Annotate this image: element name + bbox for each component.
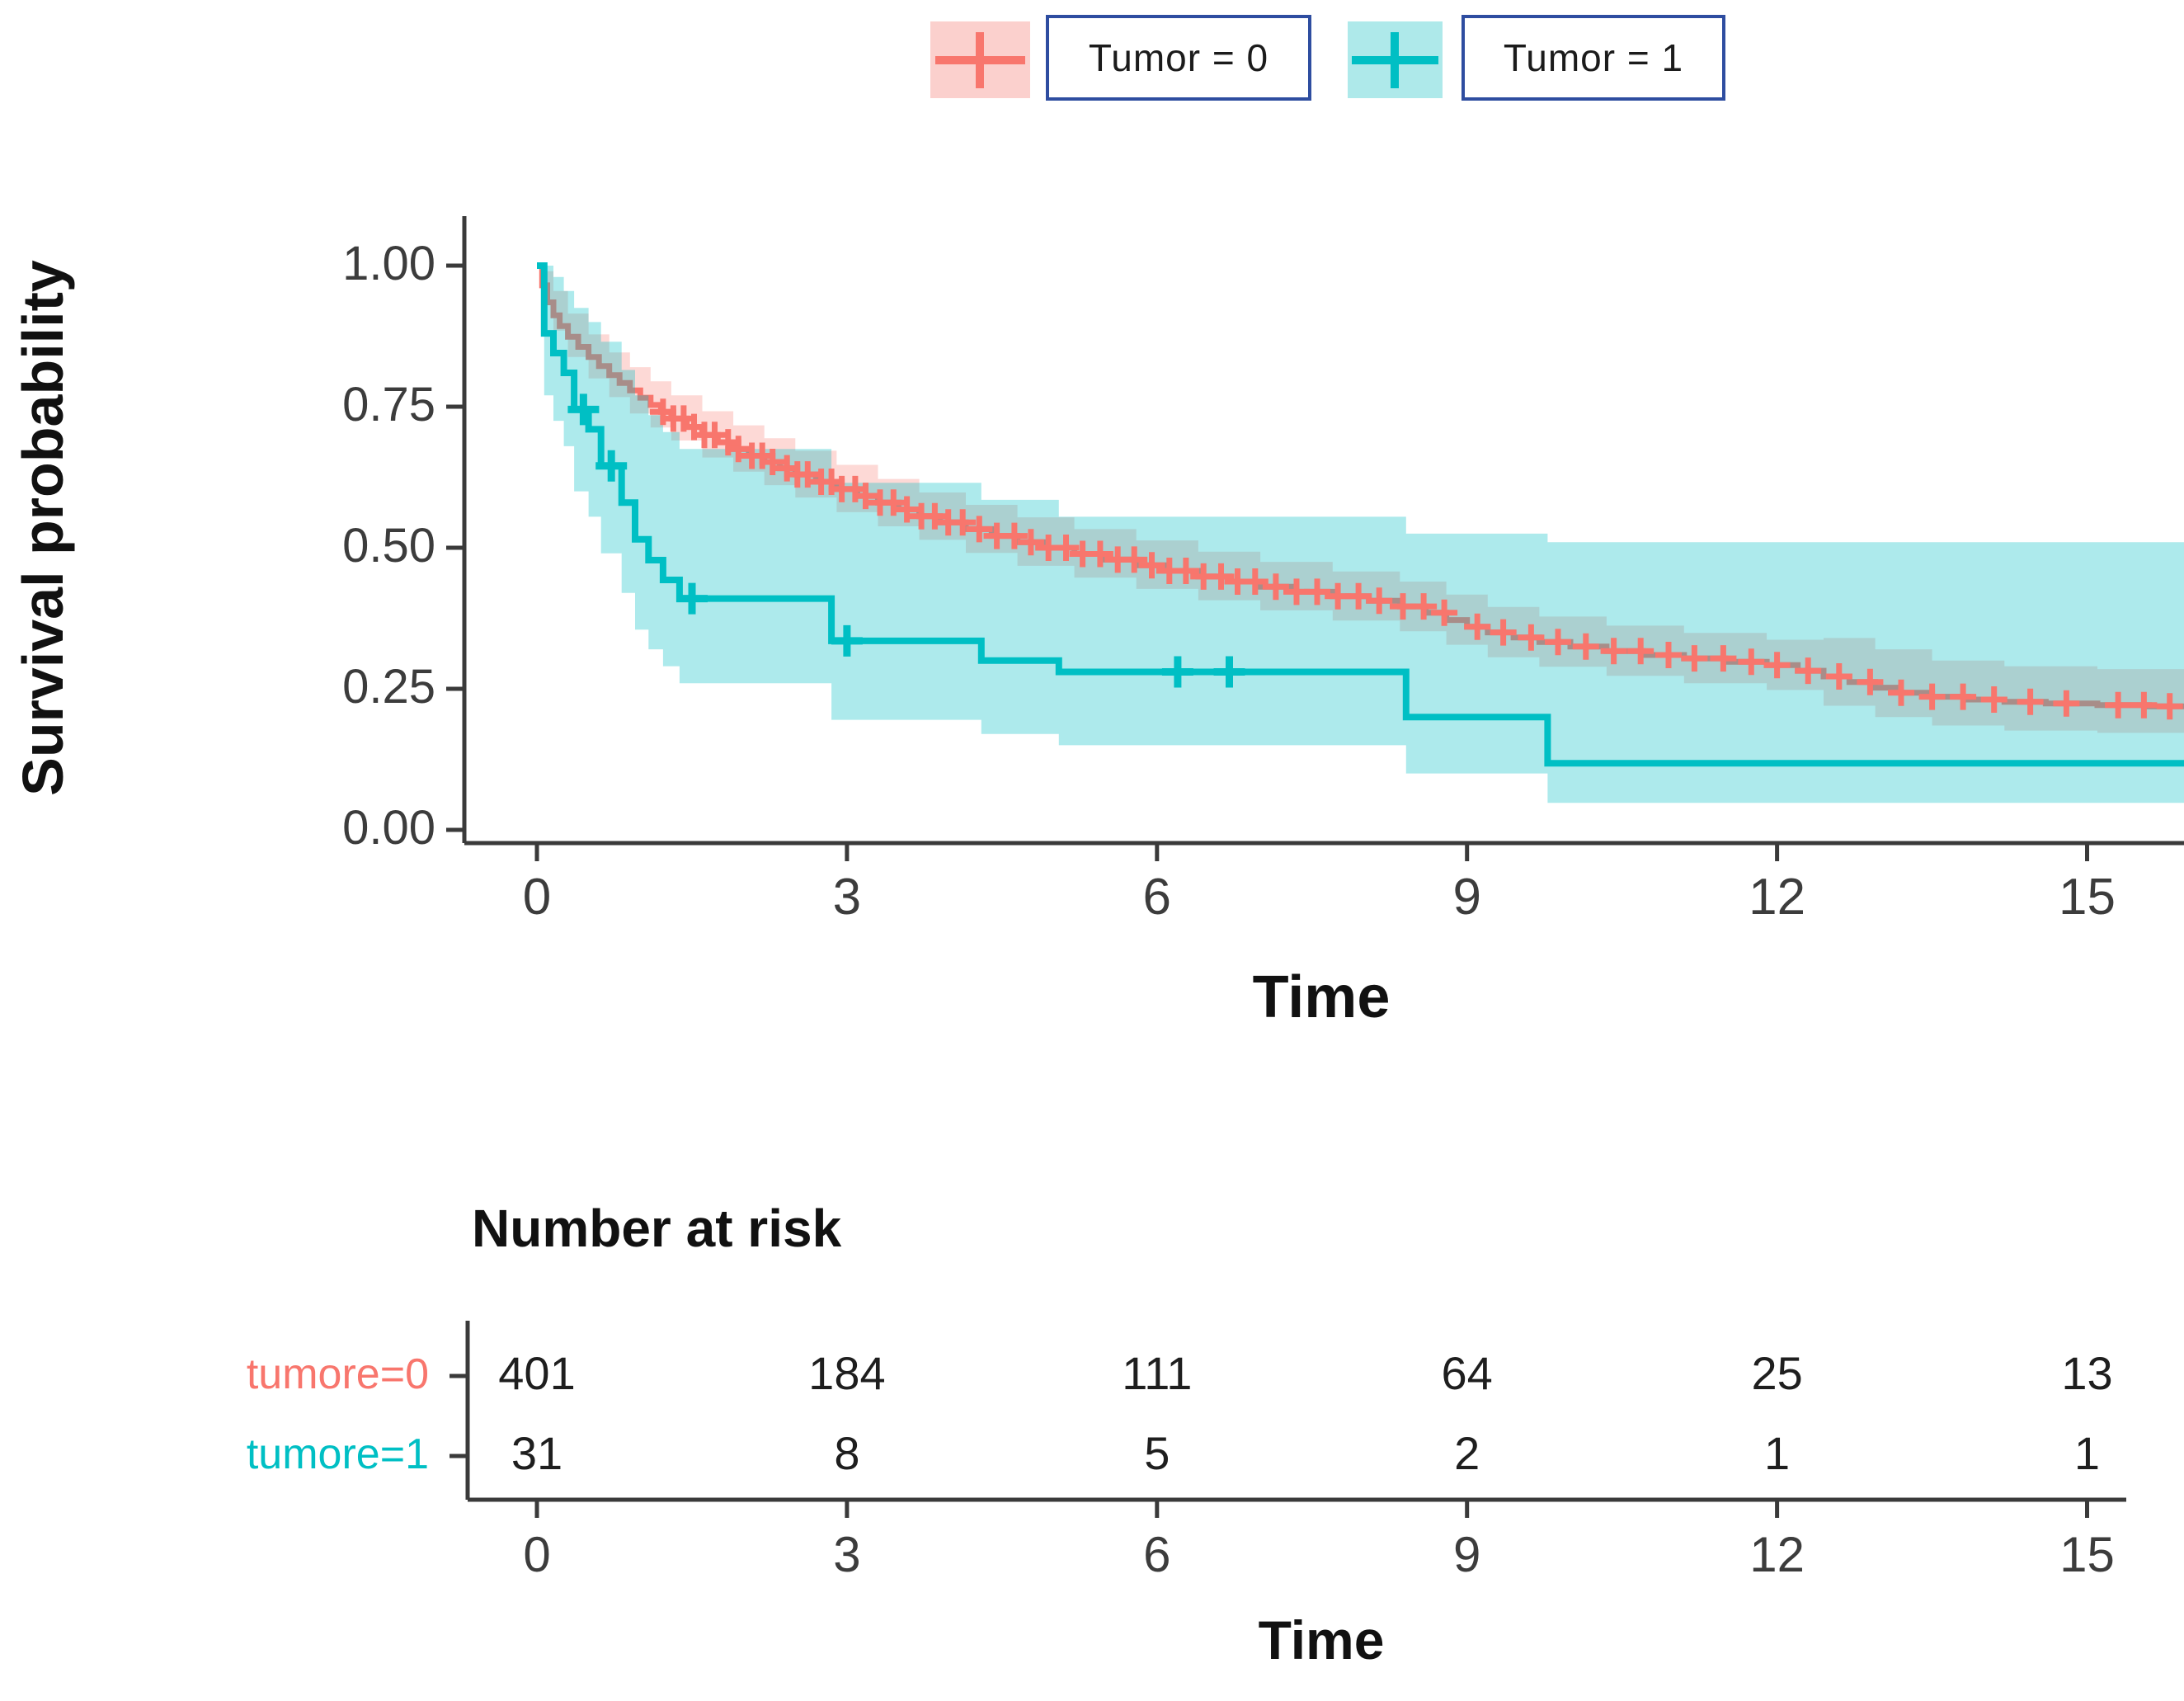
- risk-count: 1: [1764, 1427, 1791, 1479]
- risk-x-tick-label: 0: [523, 1527, 551, 1582]
- risk-count: 111: [1122, 1347, 1193, 1399]
- risk-count: 13: [2061, 1347, 2113, 1399]
- y-tick-label: 0.00: [342, 801, 435, 855]
- risk-row-label: tumore=0: [246, 1350, 429, 1398]
- legend-label-tumor0: Tumor = 0: [1088, 36, 1269, 79]
- censor-plus-icon: [935, 32, 1025, 88]
- risk-count: 8: [834, 1427, 860, 1479]
- risk-count: 2: [1454, 1427, 1480, 1479]
- y-tick-label: 0.75: [342, 378, 435, 431]
- ci-band-tumor1: [537, 266, 2184, 803]
- x-tick-label: 9: [1452, 869, 1481, 926]
- risk-table-title: Number at risk: [472, 1199, 842, 1258]
- y-tick-label: 0.50: [342, 519, 435, 572]
- risk-x-tick-label: 12: [1749, 1527, 1805, 1582]
- x-tick-label: 0: [522, 869, 552, 926]
- x-tick-label: 15: [2059, 869, 2116, 926]
- y-tick-label: 1.00: [342, 237, 435, 290]
- risk-x-tick-label: 9: [1453, 1527, 1481, 1582]
- risk-count: 64: [1441, 1347, 1493, 1399]
- risk-count: 401: [498, 1347, 576, 1399]
- risk-count: 31: [511, 1427, 563, 1479]
- risk-table-x-axis-title: Time: [1258, 1609, 1385, 1670]
- risk-count: 184: [808, 1347, 886, 1399]
- legend-label-tumor1: Tumor = 1: [1503, 36, 1684, 79]
- censor-marks-tumor1: [567, 393, 1245, 688]
- risk-x-tick-label: 15: [2059, 1527, 2115, 1582]
- risk-x-tick-label: 6: [1143, 1527, 1171, 1582]
- legend-label-box-tumor1: Tumor = 1: [1461, 15, 1725, 101]
- y-tick-label: 0.25: [342, 660, 435, 714]
- legend-label-box-tumor0: Tumor = 0: [1046, 15, 1311, 101]
- legend-key-tumor0: [930, 21, 1030, 98]
- x-tick-label: 3: [832, 869, 862, 926]
- censor-plus-icon: [1352, 32, 1438, 88]
- x-tick-label: 6: [1142, 869, 1172, 926]
- x-axis-title: Time: [1252, 964, 1391, 1030]
- legend-key-tumor1: [1348, 21, 1443, 98]
- main-axes: [446, 216, 2184, 861]
- risk-count: 5: [1144, 1427, 1170, 1479]
- survival-curve-tumor1: [537, 262, 2184, 767]
- risk-count: 1: [2073, 1427, 2101, 1479]
- x-tick-label: 12: [1749, 869, 1806, 926]
- censor-marks-tumor0: [649, 398, 2183, 720]
- risk-count: 25: [1751, 1347, 1803, 1399]
- risk-row-label: tumore=1: [246, 1430, 429, 1478]
- risk-table-axes: [450, 1321, 2126, 1518]
- risk-x-tick-label: 3: [833, 1527, 861, 1582]
